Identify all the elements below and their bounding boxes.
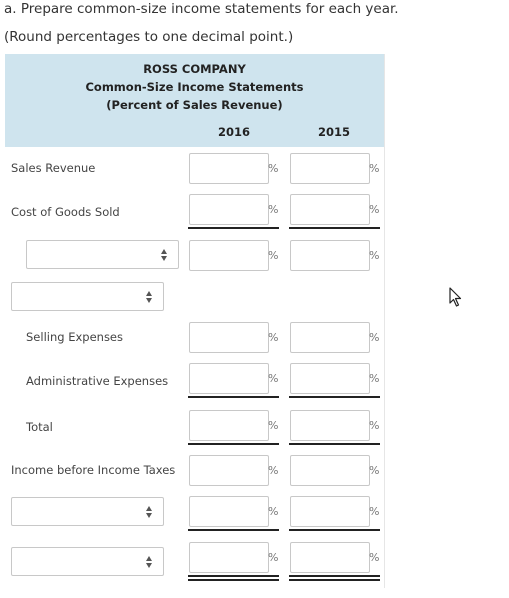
percent-sign: % — [268, 249, 279, 262]
income-before-taxes-2015-input[interactable] — [290, 455, 370, 486]
total-2016-input[interactable] — [189, 410, 269, 441]
line-item-1-2015-input[interactable] — [290, 240, 370, 271]
select-arrows-icon — [146, 291, 152, 303]
sales-revenue-2015-input[interactable] — [290, 153, 370, 184]
percent-sign: % — [369, 372, 380, 385]
percent-sign: % — [268, 419, 279, 432]
underline-rule — [188, 396, 279, 398]
underline-rule — [289, 529, 380, 531]
underline-rule — [188, 443, 279, 445]
mouse-cursor-icon — [449, 287, 463, 311]
statement-title: Common-Size Income Statements — [85, 80, 304, 94]
line-item-3-2015-input[interactable] — [290, 496, 370, 527]
percent-sign: % — [268, 505, 279, 518]
percent-sign: % — [369, 464, 380, 477]
label-total: Total — [26, 420, 53, 434]
selling-expenses-2016-input[interactable] — [189, 322, 269, 353]
underline-rule — [289, 443, 380, 445]
percent-sign: % — [369, 505, 380, 518]
line-item-3-2016-input[interactable] — [189, 496, 269, 527]
double-underline-rule — [188, 575, 279, 581]
percent-sign: % — [268, 464, 279, 477]
percent-sign: % — [369, 419, 380, 432]
line-item-select-4[interactable] — [11, 547, 164, 576]
admin-expenses-2015-input[interactable] — [290, 363, 370, 394]
cogs-2016-input[interactable] — [189, 194, 269, 225]
percent-sign: % — [268, 551, 279, 564]
line-item-4-2015-input[interactable] — [290, 542, 370, 573]
label-selling-expenses: Selling Expenses — [26, 330, 123, 344]
instruction-line-2: (Round percentages to one decimal point.… — [4, 29, 294, 45]
underline-rule — [289, 227, 380, 229]
selling-expenses-2015-input[interactable] — [290, 322, 370, 353]
percent-sign: % — [369, 203, 380, 216]
select-arrows-icon — [146, 556, 152, 568]
percent-sign: % — [369, 551, 380, 564]
total-2015-input[interactable] — [290, 410, 370, 441]
instruction-line-1: a. Prepare common-size income statements… — [4, 1, 399, 17]
line-item-select-2[interactable] — [11, 282, 164, 311]
sales-revenue-2016-input[interactable] — [189, 153, 269, 184]
underline-rule — [188, 227, 279, 229]
line-item-4-2016-input[interactable] — [189, 542, 269, 573]
label-cost-of-goods-sold: Cost of Goods Sold — [11, 205, 120, 219]
select-arrows-icon — [161, 249, 167, 261]
percent-sign: % — [268, 372, 279, 385]
cogs-2015-input[interactable] — [290, 194, 370, 225]
underline-rule — [188, 529, 279, 531]
underline-rule — [289, 396, 380, 398]
percent-sign: % — [268, 203, 279, 216]
percent-sign: % — [369, 162, 380, 175]
percent-sign: % — [268, 162, 279, 175]
select-arrows-icon — [146, 506, 152, 518]
line-item-select-1[interactable] — [26, 240, 179, 269]
percent-sign: % — [369, 249, 380, 262]
statement-subtitle: (Percent of Sales Revenue) — [106, 98, 283, 112]
label-sales-revenue: Sales Revenue — [11, 161, 96, 175]
percent-sign: % — [369, 331, 380, 344]
statement-header — [5, 54, 384, 147]
label-income-before-taxes: Income before Income Taxes — [11, 463, 176, 477]
column-header-2015: 2015 — [317, 125, 350, 139]
line-item-1-2016-input[interactable] — [189, 240, 269, 271]
label-administrative-expenses: Administrative Expenses — [26, 374, 169, 388]
company-name: ROSS COMPANY — [143, 62, 246, 76]
income-before-taxes-2016-input[interactable] — [189, 455, 269, 486]
double-underline-rule — [289, 575, 380, 581]
admin-expenses-2016-input[interactable] — [189, 363, 269, 394]
column-header-2016: 2016 — [217, 125, 250, 139]
line-item-select-3[interactable] — [11, 497, 164, 526]
percent-sign: % — [268, 331, 279, 344]
